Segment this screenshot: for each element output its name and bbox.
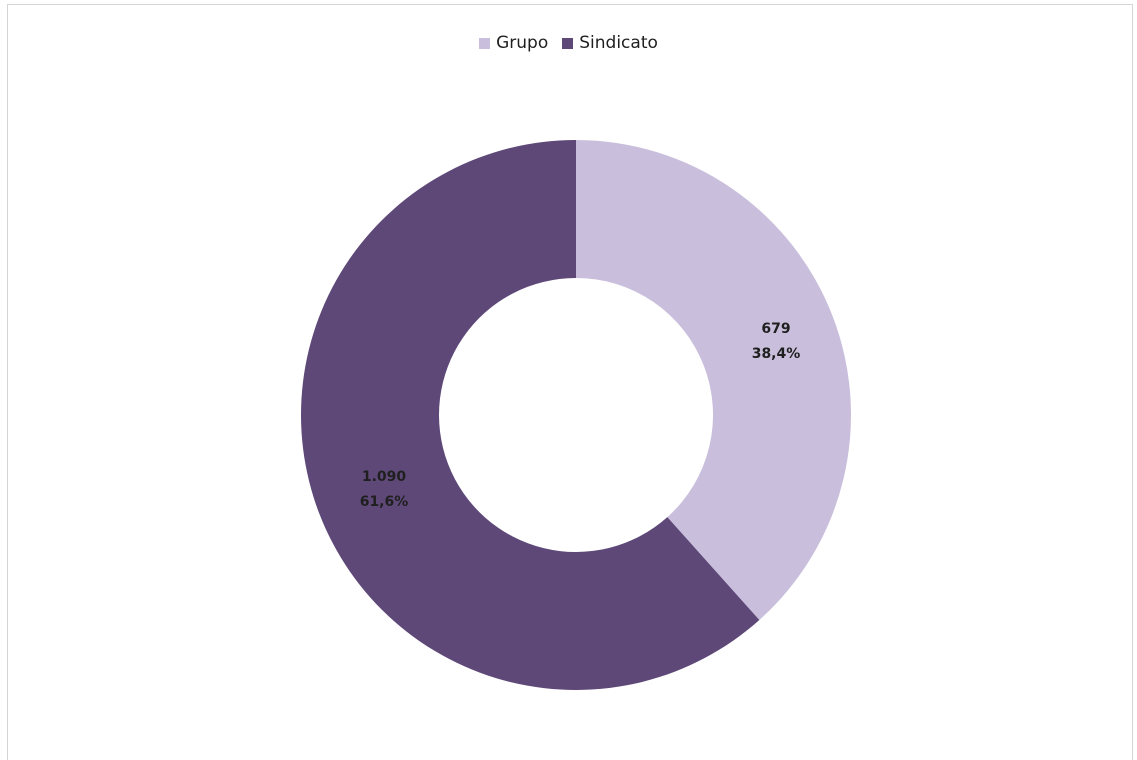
chart-frame (7, 4, 1133, 760)
data-label-grupo-percent: 38,4% (752, 346, 801, 362)
legend-label-sindicato: Sindicato (579, 33, 658, 53)
legend-item-grupo: Grupo (479, 33, 548, 53)
legend-swatch-sindicato (562, 37, 574, 49)
legend-item-sindicato: Sindicato (562, 33, 658, 53)
data-label-sindicato-percent: 61,6% (360, 494, 409, 510)
chart-legend: Grupo Sindicato (0, 33, 1137, 53)
data-label-sindicato-value: 1.090 (362, 469, 407, 485)
data-label-grupo-value: 679 (761, 321, 790, 337)
legend-swatch-grupo (479, 37, 491, 49)
donut-slice-grupo (576, 140, 852, 620)
donut-slice-sindicato (301, 140, 760, 690)
legend-label-grupo: Grupo (496, 33, 549, 53)
